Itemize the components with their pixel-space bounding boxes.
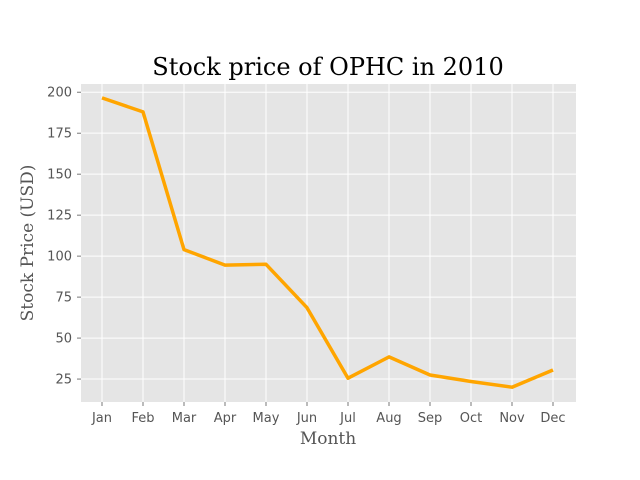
x-tick-label: Dec [540, 411, 565, 426]
grid-lines [81, 84, 576, 402]
x-tick-label: Apr [214, 411, 237, 426]
plot-area-background [81, 84, 576, 402]
x-tick-label: Mar [172, 411, 197, 426]
y-tick-label: 50 [55, 332, 72, 347]
x-tick-label: Jul [339, 411, 356, 426]
x-axis-ticks: Jan Feb Mar Apr May Jun Jul Aug Sep Oct Nov Dec [91, 402, 566, 426]
x-tick-label: Jan [91, 411, 112, 426]
x-tick-label: Feb [131, 411, 154, 426]
y-tick-label: 175 [47, 127, 72, 142]
y-tick-label: 150 [47, 168, 72, 183]
x-tick-label: Aug [376, 411, 401, 426]
chart-title: Stock price of OPHC in 2010 [152, 53, 503, 81]
x-tick-label: May [253, 411, 280, 426]
x-axis-label: Month [300, 429, 356, 449]
y-tick-label: 100 [47, 250, 72, 265]
series-layer [101, 96, 554, 389]
y-tick-label: 200 [47, 86, 72, 101]
x-tick-label: Sep [418, 411, 443, 426]
x-tick-label: Jun [296, 411, 317, 426]
y-tick-label: 125 [47, 209, 72, 224]
y-tick-label: 25 [55, 373, 72, 388]
y-axis-ticks: 25 50 75 100 125 150 175 200 [47, 86, 81, 388]
y-axis-label: Stock Price (USD) [18, 165, 38, 322]
y-tick-label: 75 [55, 291, 72, 306]
series-line [101, 96, 554, 389]
x-tick-label: Nov [499, 411, 525, 426]
x-tick-label: Oct [460, 411, 482, 426]
